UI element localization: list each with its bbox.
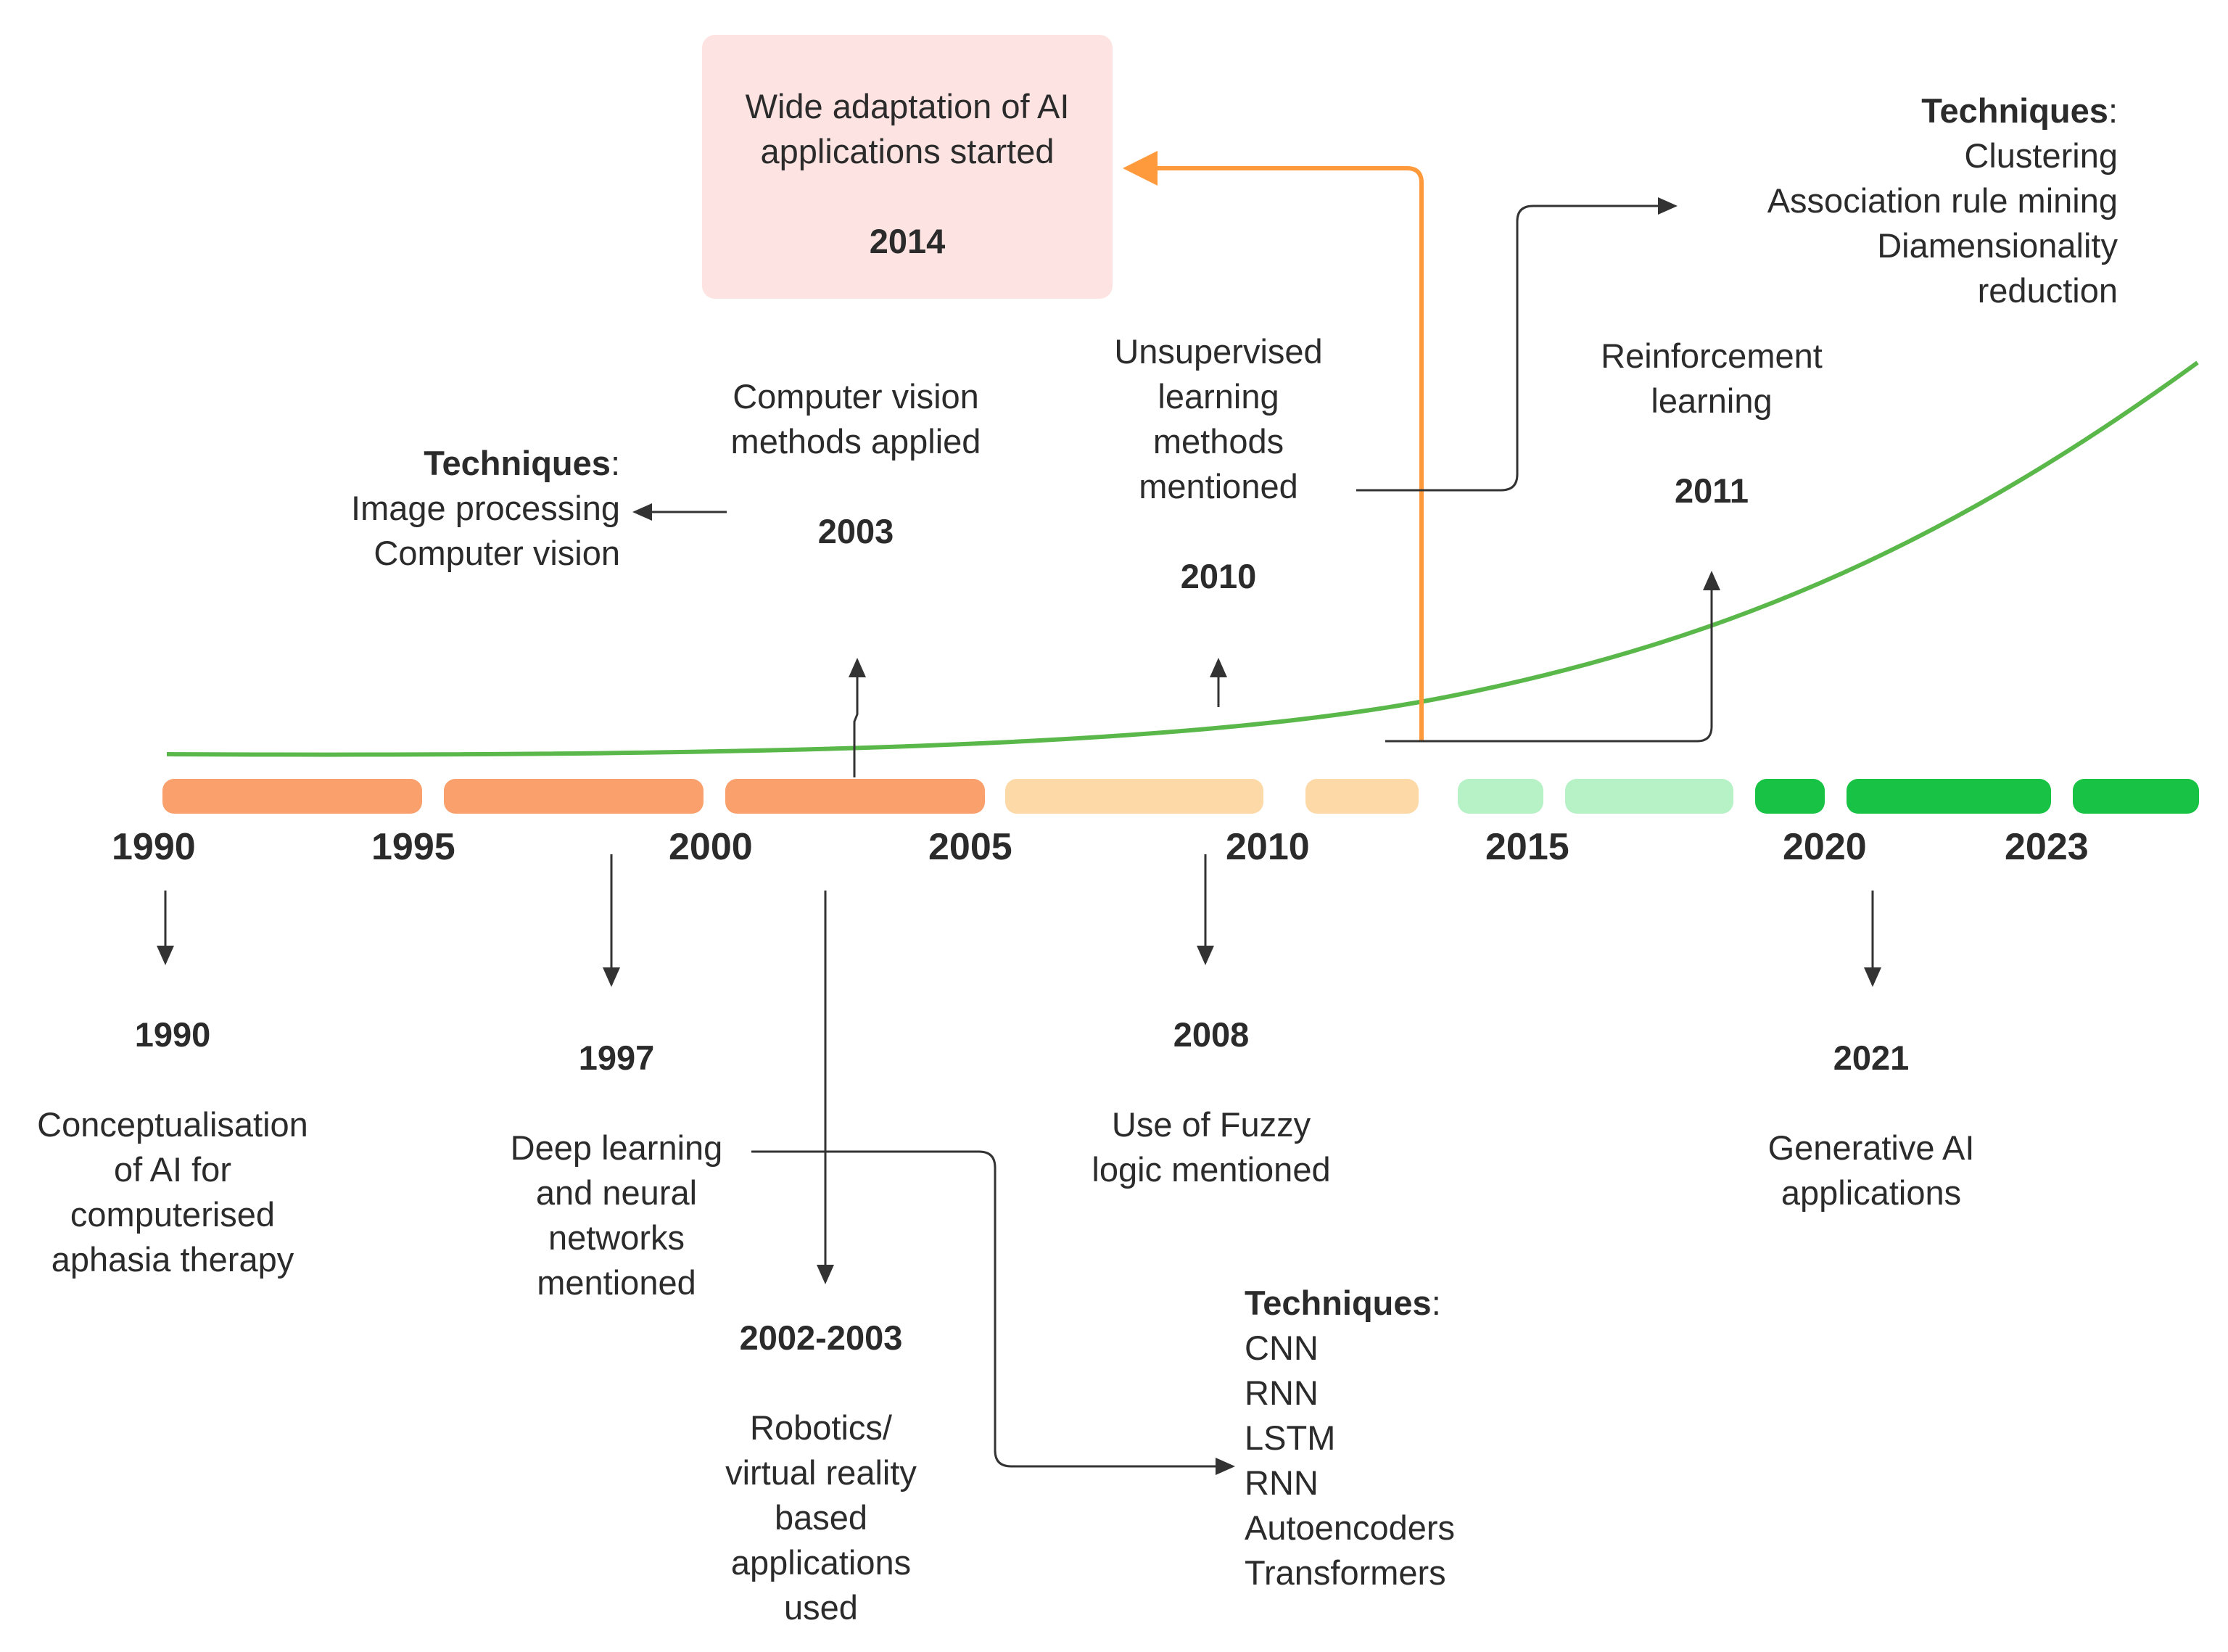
arrow-2011-up bbox=[1385, 571, 1720, 743]
axis-tick-1995: 1995 bbox=[371, 826, 455, 868]
event-2003: Computer vision methods applied 2003 bbox=[711, 374, 1001, 554]
axis-tick-2005: 2005 bbox=[928, 826, 1012, 868]
timeline-segment-2000-2005 bbox=[725, 779, 985, 814]
growth-curve bbox=[166, 360, 2199, 757]
event-2002-2003-label: Robotics/ virtual reality based applicat… bbox=[725, 1408, 917, 1627]
event-2003-year: 2003 bbox=[817, 512, 894, 550]
techniques-unsup-item: Clustering bbox=[1964, 136, 2118, 175]
arrow-to-dl-techniques bbox=[751, 1150, 1235, 1475]
techniques-cv-item: Image processing bbox=[351, 489, 620, 527]
techniques-cv-heading: Techniques bbox=[424, 444, 611, 482]
event-1990-label: Conceptualisation of AI for computerised… bbox=[37, 1105, 308, 1279]
techniques-unsup: Techniques: Clustering Association rule … bbox=[1625, 88, 2118, 313]
techniques-unsup-item: Association rule mining bbox=[1767, 181, 2118, 220]
event-1997-year: 1997 bbox=[578, 1038, 655, 1077]
techniques-dl: Techniques: CNN RNN LSTM RNN Autoencoder… bbox=[1245, 1281, 1549, 1595]
event-1997-label: Deep learning and neural networks mentio… bbox=[510, 1128, 723, 1302]
techniques-dl-item: LSTM bbox=[1245, 1418, 1336, 1457]
event-2008-year: 2008 bbox=[1173, 1015, 1250, 1054]
event-2021-year: 2021 bbox=[1833, 1038, 1910, 1077]
techniques-unsup-item: reduction bbox=[1977, 271, 2118, 310]
axis-tick-2000: 2000 bbox=[669, 826, 753, 868]
techniques-cv: Techniques: Image processing Computer vi… bbox=[290, 441, 620, 576]
techniques-dl-item: Transformers bbox=[1245, 1553, 1446, 1592]
highlight-connector-2014 bbox=[1123, 151, 1424, 741]
timeline-segment-2023-now bbox=[2073, 779, 2199, 814]
event-2002-2003-year: 2002-2003 bbox=[739, 1318, 903, 1357]
axis-tick-2010: 2010 bbox=[1226, 826, 1310, 868]
event-2011-label: Reinforcement learning bbox=[1601, 336, 1823, 420]
event-2010-label: Unsupervised learning methods mentioned bbox=[1114, 332, 1323, 505]
event-2010: Unsupervised learning methods mentioned … bbox=[1073, 329, 1363, 599]
event-2008: 2008 Use of Fuzzy logic mentioned bbox=[1081, 1012, 1342, 1192]
event-2011: Reinforcement learning 2011 bbox=[1567, 334, 1857, 513]
techniques-dl-item: RNN bbox=[1245, 1463, 1319, 1502]
axis-tick-2020: 2020 bbox=[1783, 826, 1867, 868]
arrow-2003-up bbox=[849, 658, 866, 777]
event-2014: Wide adaptation of AI applications start… bbox=[702, 84, 1113, 264]
event-2010-year: 2010 bbox=[1180, 557, 1257, 595]
timeline-segment-2020-2023 bbox=[1847, 779, 2051, 814]
event-2011-year: 2011 bbox=[1675, 471, 1749, 510]
timeline-segment-1995-2000 bbox=[444, 779, 704, 814]
timeline-segment-2005-2010 bbox=[1005, 779, 1263, 814]
event-1990: 1990 Conceptualisation of AI for compute… bbox=[22, 1012, 323, 1282]
arrow-to-unsup-techniques bbox=[1356, 197, 1678, 492]
timeline-segment-2019-2020 bbox=[1755, 779, 1825, 814]
event-1990-year: 1990 bbox=[134, 1015, 211, 1054]
axis-tick-2023: 2023 bbox=[2005, 826, 2089, 868]
event-2021: 2021 Generative AI applications bbox=[1726, 1036, 2016, 1215]
event-box-2014 bbox=[702, 35, 1113, 299]
axis-tick-2015: 2015 bbox=[1485, 826, 1569, 868]
timeline-segment-1990-1995 bbox=[162, 779, 422, 814]
axis-tick-1990: 1990 bbox=[112, 826, 196, 868]
event-2014-label: Wide adaptation of AI applications start… bbox=[745, 87, 1070, 170]
techniques-dl-item: CNN bbox=[1245, 1329, 1319, 1367]
techniques-unsup-heading: Techniques bbox=[1921, 91, 2108, 130]
event-2002-2003: 2002-2003 Robotics/ virtual reality base… bbox=[690, 1316, 952, 1630]
techniques-dl-heading: Techniques bbox=[1245, 1284, 1432, 1322]
event-2008-label: Use of Fuzzy logic mentioned bbox=[1092, 1105, 1331, 1189]
timeline-segment-2016-2019 bbox=[1565, 779, 1733, 814]
techniques-cv-item: Computer vision bbox=[374, 534, 620, 572]
techniques-dl-item: Autoencoders bbox=[1245, 1508, 1456, 1547]
techniques-dl-item: RNN bbox=[1245, 1374, 1319, 1412]
event-2021-label: Generative AI applications bbox=[1767, 1128, 1975, 1212]
event-2014-year: 2014 bbox=[869, 222, 946, 260]
event-2003-label: Computer vision methods applied bbox=[730, 377, 981, 461]
timeline-segment-2011-2013 bbox=[1305, 779, 1419, 814]
timeline-segment-2014-2015 bbox=[1458, 779, 1543, 814]
techniques-unsup-item: Diamensionality bbox=[1877, 226, 2118, 265]
event-1997: 1997 Deep learning and neural networks m… bbox=[479, 1036, 754, 1305]
